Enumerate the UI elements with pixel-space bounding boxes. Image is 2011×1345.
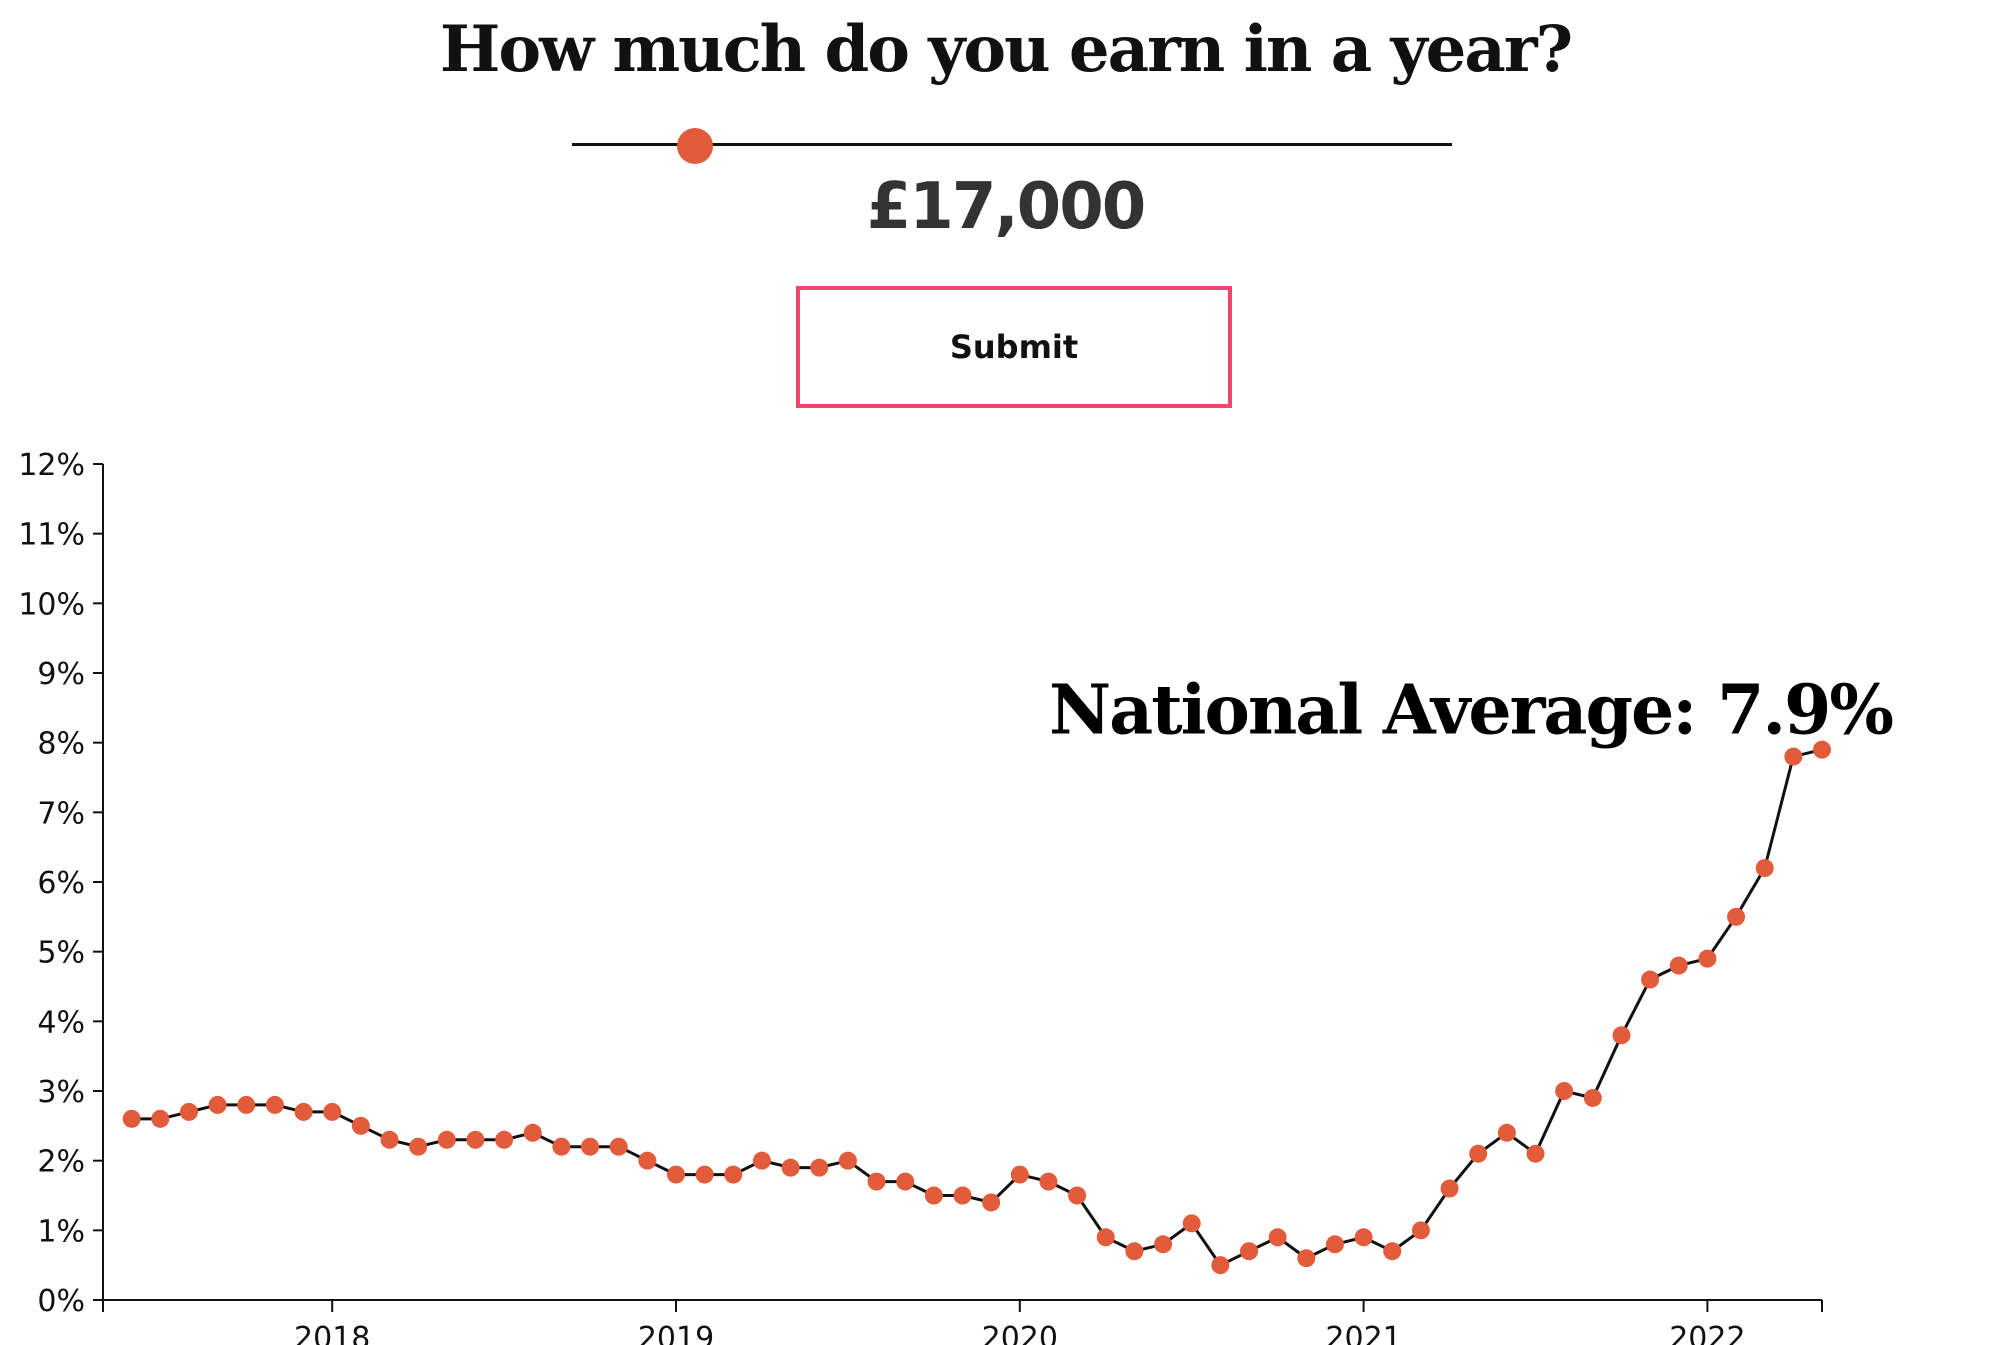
data-point	[581, 1137, 600, 1156]
data-point	[695, 1165, 714, 1184]
x-tick-label: 2018	[294, 1321, 370, 1345]
y-tick-label: 4%	[37, 1005, 85, 1040]
salary-value: £17,000	[866, 170, 1147, 244]
data-point	[1240, 1242, 1258, 1261]
data-point	[523, 1123, 542, 1142]
data-point	[1497, 1123, 1516, 1142]
chart-axes: 0% 1% 2% 3% 4% 5% 6% 7% 8% 9% 10% 11% 12% 2018 2019 202…	[18, 448, 1823, 1345]
data-point	[1268, 1228, 1287, 1247]
data-point	[1755, 859, 1774, 878]
data-point	[924, 1186, 943, 1205]
data-point	[724, 1165, 743, 1184]
y-tick-label: 1%	[37, 1214, 85, 1249]
x-tick-label: 2020	[982, 1321, 1058, 1345]
x-tick-label: 2019	[638, 1321, 714, 1345]
y-tick-label: 5%	[37, 936, 85, 971]
data-point	[781, 1158, 800, 1177]
y-tick-label: 11%	[18, 518, 85, 553]
data-point	[1813, 740, 1831, 759]
data-point	[1727, 907, 1746, 926]
data-point	[265, 1095, 284, 1114]
data-point	[752, 1151, 771, 1170]
question-heading: How much do you earn in a year?	[439, 12, 1573, 87]
data-point	[1068, 1186, 1087, 1205]
data-point	[609, 1137, 628, 1156]
data-point	[667, 1165, 685, 1184]
data-point	[323, 1102, 342, 1121]
y-tick-label: 12%	[18, 448, 85, 483]
x-tick-label: 2021	[1325, 1321, 1401, 1345]
data-point	[1555, 1082, 1574, 1100]
data-point	[1297, 1249, 1316, 1268]
data-point	[810, 1158, 829, 1177]
data-point	[1784, 747, 1803, 766]
data-point	[208, 1095, 227, 1114]
data-point	[1354, 1228, 1373, 1247]
data-point	[466, 1130, 485, 1149]
data-point	[151, 1109, 170, 1128]
slider-thumb[interactable]	[677, 128, 714, 164]
data-point	[1641, 970, 1660, 989]
data-point	[294, 1102, 313, 1121]
data-point	[552, 1137, 571, 1156]
data-point	[838, 1151, 857, 1170]
y-tick-label: 9%	[37, 657, 85, 692]
data-point	[1010, 1165, 1029, 1184]
data-point	[1469, 1144, 1488, 1163]
data-point	[1411, 1221, 1430, 1240]
data-point	[1039, 1172, 1058, 1191]
y-tick-label: 7%	[37, 796, 85, 831]
data-point	[1096, 1228, 1115, 1247]
salary-slider[interactable]	[572, 120, 1452, 170]
y-tick-label: 0%	[37, 1284, 85, 1319]
data-point	[437, 1130, 456, 1149]
y-tick-label: 6%	[37, 866, 85, 901]
data-point	[1154, 1235, 1173, 1254]
y-tick-label: 8%	[37, 727, 85, 762]
data-point	[122, 1109, 141, 1128]
y-tick-label: 3%	[37, 1075, 85, 1110]
data-point	[179, 1102, 198, 1121]
data-point	[953, 1186, 972, 1205]
data-point	[495, 1130, 514, 1149]
data-point	[1211, 1256, 1230, 1275]
slider-track[interactable]	[572, 143, 1452, 146]
y-tick-label: 2%	[37, 1145, 85, 1180]
data-point	[1182, 1214, 1201, 1233]
x-tick-label: 2022	[1669, 1321, 1745, 1345]
data-point	[380, 1130, 399, 1149]
data-point	[982, 1193, 1001, 1212]
data-point	[896, 1172, 915, 1191]
data-point	[1583, 1088, 1602, 1107]
data-point	[867, 1172, 886, 1191]
national-average-label: National Average: 7.9%	[1049, 671, 1892, 751]
series-points	[122, 740, 1831, 1275]
data-point	[1125, 1242, 1144, 1261]
data-point	[237, 1095, 256, 1114]
data-point	[409, 1137, 428, 1156]
series-line	[131, 748, 1823, 1268]
data-point	[1383, 1242, 1402, 1261]
submit-button[interactable]: Submit	[796, 286, 1232, 408]
y-tick-label: 10%	[18, 587, 85, 622]
data-point	[1698, 949, 1717, 968]
data-point	[1612, 1026, 1631, 1045]
data-point	[638, 1151, 657, 1170]
data-point	[1325, 1235, 1344, 1254]
data-point	[351, 1116, 370, 1135]
data-point	[1669, 956, 1688, 975]
data-point	[1440, 1179, 1459, 1198]
data-point	[1526, 1144, 1545, 1163]
